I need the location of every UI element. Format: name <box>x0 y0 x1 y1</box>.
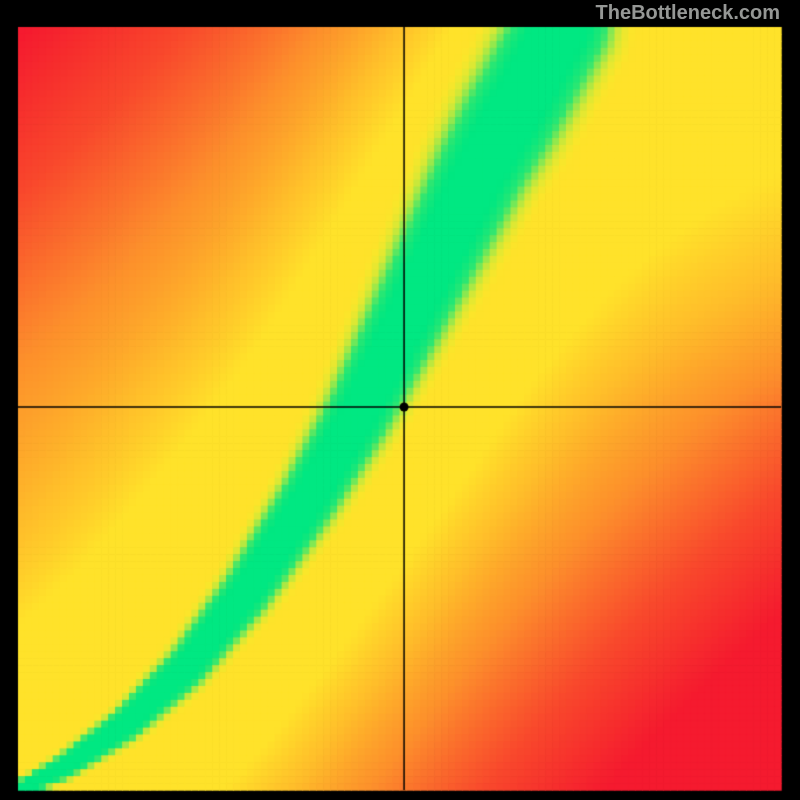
watermark-text: TheBottleneck.com <box>596 2 780 25</box>
chart-container: TheBottleneck.com <box>0 0 800 800</box>
heatmap-canvas <box>0 0 800 800</box>
